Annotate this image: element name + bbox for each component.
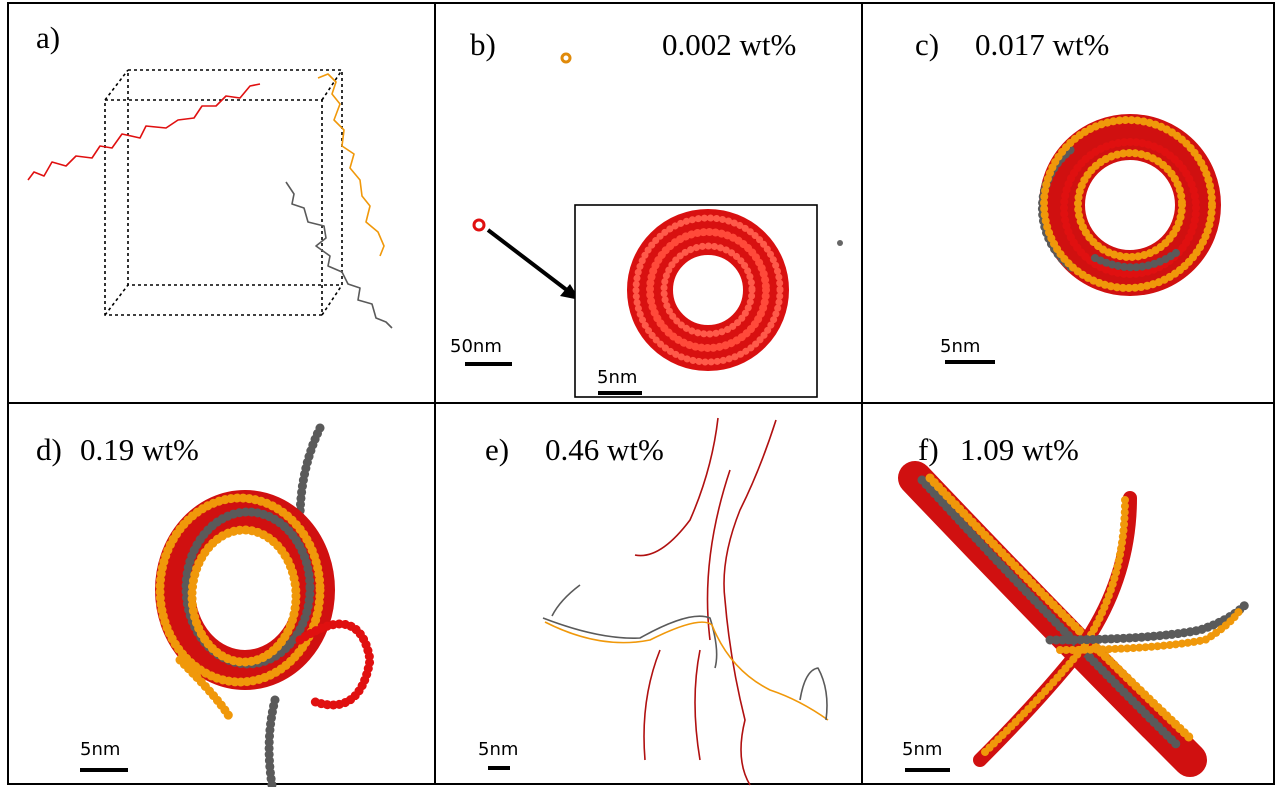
box-front [104,99,323,316]
panel-c: c) 0.017 wt% 5nm [915,27,1221,364]
scale-bar-label: 5nm [478,739,518,760]
panel-d: d) 0.19 wt% 5nm [36,423,375,787]
ring [837,240,843,246]
chain [1040,116,1216,292]
panel-label: c) [915,27,939,62]
chain [264,423,325,787]
ring [660,242,756,338]
chain [1091,246,1184,272]
scale-bar-label: 5nm [940,336,980,357]
panel-f: f) 1.09 wt% 5nm [898,432,1250,777]
concentration: 0.19 wt% [80,432,199,467]
chain [27,83,261,181]
ring [472,218,486,232]
chain [925,473,1197,745]
scale-bar-label: 5nm [902,739,942,760]
concentration: 1.09 wt% [960,432,1079,467]
chain [1056,606,1244,654]
chain [981,496,1129,756]
panel-label: e) [485,432,509,467]
box-edges [104,69,343,316]
panel-label: b) [470,27,496,62]
chain [175,655,235,723]
panel-e: e) 0.46 wt% 5nm [478,417,829,786]
chain [295,619,375,710]
ring [646,228,770,352]
scale-bar-label: 50nm [450,336,502,357]
ring [560,52,572,64]
panel-b: b) 0.002 wt% 50nm 5nm [450,27,843,398]
panel-a: a) [27,20,393,329]
ring [632,214,784,366]
chain [799,667,828,721]
panel-label: a) [36,20,60,55]
chain [917,475,1185,753]
chain [1060,138,1200,278]
concentration: 0.002 wt% [662,27,796,62]
arrow [486,228,574,296]
chain [542,584,718,669]
chain [285,181,393,329]
chain [634,417,777,786]
chain [1074,149,1186,261]
chain [544,621,829,721]
box-back [127,69,343,286]
concentration: 0.017 wt% [975,27,1109,62]
chain [187,525,301,667]
chain [317,73,385,257]
concentration: 0.46 wt% [545,432,664,467]
frame [7,2,1275,785]
chain [155,493,325,687]
panel-label: d) [36,432,62,467]
scale-bar-label: 5nm [80,739,120,760]
panel-label: f) [918,432,939,467]
scale-bar-label: 5nm [597,367,637,388]
